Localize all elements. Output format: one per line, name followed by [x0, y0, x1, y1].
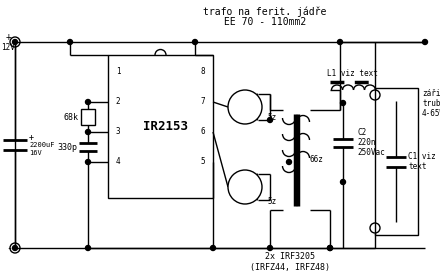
Text: 3: 3	[116, 127, 120, 137]
Circle shape	[341, 179, 345, 185]
Circle shape	[228, 90, 262, 124]
Circle shape	[228, 170, 262, 204]
Circle shape	[268, 118, 272, 123]
Circle shape	[210, 246, 216, 251]
Text: 5z: 5z	[268, 113, 277, 123]
Text: 12V: 12V	[1, 43, 15, 53]
Text: 1: 1	[116, 67, 120, 76]
Circle shape	[422, 39, 428, 45]
Text: trubice: trubice	[422, 99, 440, 108]
Text: 4-65W: 4-65W	[422, 109, 440, 118]
Circle shape	[85, 99, 91, 104]
Circle shape	[341, 101, 345, 106]
Circle shape	[268, 246, 272, 251]
Text: 2x IRF3205
(IRFZ44, IRFZ48): 2x IRF3205 (IRFZ44, IRFZ48)	[250, 252, 330, 272]
Circle shape	[193, 39, 198, 45]
Bar	[375, 88, 418, 235]
Text: 250Vac: 250Vac	[357, 148, 385, 157]
Text: L1 viz text: L1 viz text	[327, 69, 378, 78]
Text: +: +	[29, 134, 34, 143]
Circle shape	[67, 39, 73, 45]
Text: +: +	[6, 32, 12, 42]
Circle shape	[12, 39, 18, 45]
Bar	[81, 109, 95, 125]
Text: 66z: 66z	[309, 155, 323, 165]
Text: 4: 4	[116, 157, 120, 167]
Text: C1 viz
text: C1 viz text	[408, 152, 436, 171]
Circle shape	[327, 246, 333, 251]
Text: 2200uF: 2200uF	[29, 142, 55, 148]
Text: 2: 2	[116, 97, 120, 106]
Bar	[108, 55, 213, 198]
Circle shape	[85, 129, 91, 134]
Circle shape	[85, 246, 91, 251]
Text: 7: 7	[201, 97, 205, 106]
Text: zářivková: zářivková	[422, 88, 440, 97]
Text: 68k: 68k	[63, 113, 78, 122]
Text: 6: 6	[201, 127, 205, 137]
Circle shape	[12, 246, 18, 251]
Text: C2: C2	[357, 128, 366, 137]
Text: EE 70 - 110mm2: EE 70 - 110mm2	[224, 17, 306, 27]
Text: 5z: 5z	[268, 197, 277, 207]
Text: 220n: 220n	[357, 138, 375, 147]
Text: 330p: 330p	[57, 143, 77, 151]
Text: IR2153: IR2153	[143, 120, 188, 133]
Text: -: -	[6, 243, 12, 253]
Circle shape	[85, 160, 91, 165]
Text: 5: 5	[201, 157, 205, 167]
Text: 8: 8	[201, 67, 205, 76]
Circle shape	[286, 160, 291, 165]
Text: 16V: 16V	[29, 150, 42, 156]
Text: trafo na ferit. jádře: trafo na ferit. jádře	[203, 7, 326, 17]
Circle shape	[327, 246, 333, 251]
Circle shape	[337, 39, 342, 45]
